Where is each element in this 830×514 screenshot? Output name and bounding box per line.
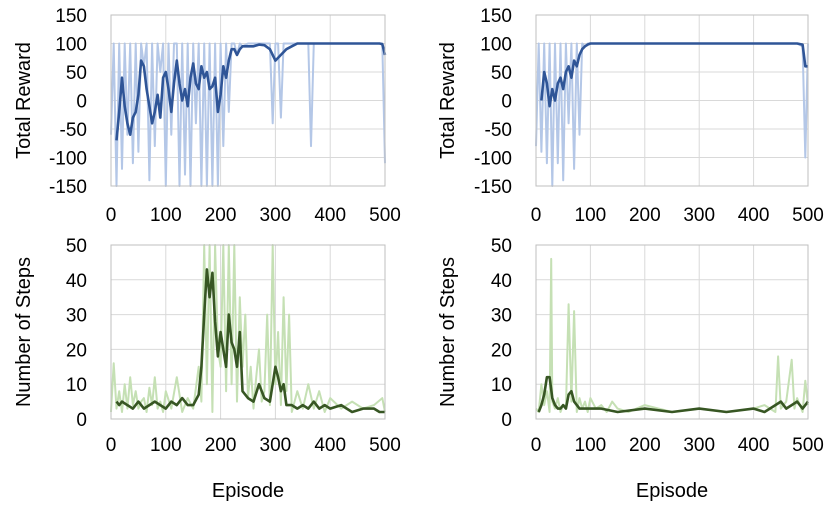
moving-average-line — [115, 268, 385, 414]
raw-series-line — [110, 244, 386, 413]
moving-average-line — [540, 42, 808, 108]
y-tick-label: 50 — [66, 63, 87, 84]
x-axis-label: Episode — [636, 480, 708, 502]
y-tick-label: 10 — [66, 375, 87, 396]
y-tick-label: 30 — [491, 306, 512, 327]
x-tick-label: 300 — [683, 435, 715, 456]
x-tick-label: 500 — [792, 205, 824, 226]
y-tick-label: 100 — [55, 35, 87, 56]
y-tick-label: -100 — [474, 149, 512, 170]
moving-average-line — [115, 42, 387, 141]
plot-frame — [535, 244, 809, 420]
y-tick-label: -50 — [60, 120, 87, 141]
y-tick-label: 150 — [55, 6, 87, 27]
y-tick-label: 50 — [66, 236, 87, 257]
x-tick-label: 300 — [260, 205, 292, 226]
y-axis-label: Total Reward — [13, 42, 35, 159]
x-tick-label: 100 — [575, 205, 607, 226]
x-tick-label: 300 — [260, 435, 292, 456]
y-axis-label: Number of Steps — [437, 257, 459, 407]
y-tick-label: -150 — [474, 177, 512, 198]
x-tick-label: 200 — [629, 435, 661, 456]
x-tick-label: 400 — [314, 205, 346, 226]
x-tick-label: 100 — [150, 435, 182, 456]
y-tick-label: 0 — [501, 92, 512, 113]
x-axis-label: Episode — [212, 480, 284, 502]
y-tick-label: 10 — [491, 375, 512, 396]
y-tick-label: 40 — [66, 271, 87, 292]
x-tick-label: 0 — [531, 435, 542, 456]
x-tick-label: 200 — [205, 435, 237, 456]
y-tick-label: -50 — [485, 120, 512, 141]
x-tick-label: 400 — [738, 205, 770, 226]
plot-frame — [535, 14, 809, 187]
x-tick-label: 500 — [369, 435, 401, 456]
x-tick-label: 0 — [106, 435, 117, 456]
y-tick-label: 30 — [66, 306, 87, 327]
x-tick-label: 200 — [205, 205, 237, 226]
plot-frame — [110, 244, 386, 420]
x-tick-label: 300 — [683, 205, 715, 226]
y-tick-label: 50 — [491, 63, 512, 84]
y-tick-label: 0 — [501, 410, 512, 431]
x-tick-label: 100 — [150, 205, 182, 226]
y-tick-label: -100 — [49, 149, 87, 170]
y-tick-label: -150 — [49, 177, 87, 198]
y-tick-label: 0 — [76, 410, 87, 431]
y-tick-label: 40 — [491, 271, 512, 292]
raw-series-line — [110, 42, 386, 187]
raw-series-line — [535, 257, 809, 413]
y-tick-label: 100 — [480, 35, 512, 56]
x-tick-label: 500 — [792, 435, 824, 456]
y-tick-label: 0 — [76, 92, 87, 113]
moving-average-line — [537, 375, 810, 414]
y-axis-label: Number of Steps — [13, 257, 35, 407]
x-tick-label: 200 — [629, 205, 661, 226]
y-tick-label: 150 — [480, 6, 512, 27]
x-tick-label: 400 — [314, 435, 346, 456]
plot-frame — [110, 14, 386, 187]
x-tick-label: 100 — [575, 435, 607, 456]
y-tick-label: 20 — [66, 340, 87, 361]
y-axis-label: Total Reward — [437, 42, 459, 159]
x-tick-label: 400 — [738, 435, 770, 456]
x-tick-label: 500 — [369, 205, 401, 226]
x-tick-label: 0 — [531, 205, 542, 226]
x-tick-label: 0 — [106, 205, 117, 226]
y-tick-label: 20 — [491, 340, 512, 361]
y-tick-label: 50 — [491, 236, 512, 257]
